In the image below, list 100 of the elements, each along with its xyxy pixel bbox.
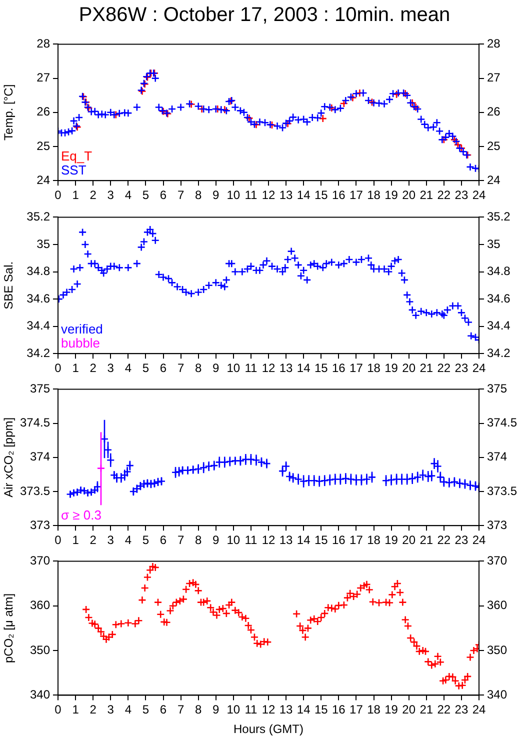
y-tick-label: 374 bbox=[30, 450, 50, 464]
x-tick-label: 10 bbox=[226, 188, 240, 202]
y2-tick-label: 350 bbox=[487, 642, 508, 657]
x-tick-label: 22 bbox=[437, 702, 451, 717]
x-tick-label: 0 bbox=[54, 361, 62, 376]
chart-title: PX86W : October 17, 2003 : 10min. mean bbox=[78, 4, 452, 27]
x-tick-label: 11 bbox=[244, 188, 258, 202]
x-tick-label: 1 bbox=[72, 361, 80, 376]
y2-tick-label: 373.5 bbox=[487, 484, 518, 498]
y2-tick-label: 24 bbox=[487, 172, 501, 187]
x-tick-label: 8 bbox=[194, 188, 202, 202]
x-tick-label: 13 bbox=[279, 188, 294, 202]
x-tick-label: 4 bbox=[124, 702, 132, 717]
x-tick-label: 4 bbox=[124, 188, 132, 202]
x-tick-label: 24 bbox=[472, 188, 486, 202]
x-tick-label: 15 bbox=[314, 361, 328, 376]
x-tick-label: 24 bbox=[472, 533, 486, 548]
y-axis-title: SBE Sal. bbox=[2, 261, 16, 310]
y-tick-label: 28 bbox=[36, 36, 50, 51]
y2-tick-label: 25 bbox=[487, 138, 501, 153]
x-tick-label: 11 bbox=[244, 702, 258, 717]
y-tick-label: 370 bbox=[30, 554, 50, 568]
y-tick-label: 34.8 bbox=[26, 264, 50, 278]
y2-tick-label: 375 bbox=[487, 382, 508, 396]
x-tick-label: 16 bbox=[332, 702, 346, 717]
x-tick-label: 21 bbox=[420, 361, 434, 376]
x-tick-label: 21 bbox=[420, 188, 434, 202]
x-tick-label: 22 bbox=[437, 533, 451, 548]
y2-tick-label: 374 bbox=[487, 450, 508, 464]
x-tick-label: 21 bbox=[420, 702, 434, 717]
x-tick-label: 24 bbox=[472, 361, 486, 376]
x-tick-label: 0 bbox=[54, 533, 62, 548]
x-tick-label: 8 bbox=[194, 702, 202, 717]
y-tick-label: 360 bbox=[30, 598, 50, 612]
x-tick-label: 3 bbox=[107, 361, 114, 376]
x-tick-label: 22 bbox=[437, 188, 451, 202]
y-axis-title: Air xCO₂ [ppm] bbox=[2, 417, 16, 498]
x-tick-label: 1 bbox=[72, 533, 80, 548]
x-tick-label: 19 bbox=[384, 188, 398, 202]
series-label: verified bbox=[61, 322, 103, 337]
x-tick-label: 14 bbox=[296, 702, 311, 717]
x-tick-label: 17 bbox=[350, 361, 364, 376]
x-tick-label: 15 bbox=[314, 533, 328, 548]
x-tick-label: 19 bbox=[384, 533, 398, 548]
x-tick-label: 11 bbox=[244, 361, 258, 376]
y-tick-label: 34.6 bbox=[26, 291, 50, 306]
x-tick-label: 0 bbox=[54, 702, 62, 717]
x-tick-label: 14 bbox=[296, 361, 311, 376]
x-tick-label: 1 bbox=[72, 188, 80, 202]
x-tick-label: 5 bbox=[142, 188, 150, 202]
y-tick-label: 350 bbox=[30, 642, 50, 657]
series-label: Eq_T bbox=[61, 148, 92, 164]
x-tick-label: 18 bbox=[367, 188, 381, 202]
y2-tick-label: 34.2 bbox=[487, 346, 511, 360]
x-tick-label: 2 bbox=[90, 702, 97, 717]
x-tick-label: 10 bbox=[226, 533, 240, 548]
y-tick-label: 27 bbox=[36, 70, 50, 85]
x-tick-label: 8 bbox=[194, 533, 202, 548]
y-tick-label: 34.2 bbox=[26, 346, 50, 360]
x-tick-label: 4 bbox=[124, 361, 132, 376]
y2-tick-label: 28 bbox=[487, 36, 501, 51]
x-tick-label: 11 bbox=[244, 533, 258, 548]
y2-tick-label: 373 bbox=[487, 518, 508, 532]
y2-tick-label: 26 bbox=[487, 104, 501, 119]
y2-tick-label: 34.8 bbox=[487, 264, 511, 278]
y2-tick-label: 34.4 bbox=[487, 318, 511, 333]
x-tick-label: 9 bbox=[212, 702, 220, 717]
text: SST bbox=[61, 162, 86, 178]
legend-label: bubble bbox=[61, 336, 100, 351]
x-tick-label: 20 bbox=[402, 188, 416, 202]
x-tick-label: 21 bbox=[420, 533, 434, 548]
y2-tick-label: 360 bbox=[487, 598, 508, 612]
x-tick-label: 2 bbox=[90, 188, 97, 202]
x-tick-label: 4 bbox=[124, 533, 132, 548]
x-tick-label: 22 bbox=[437, 361, 451, 376]
x-tick-label: 5 bbox=[142, 533, 150, 548]
x-tick-label: 6 bbox=[160, 188, 167, 202]
x-tick-label: 6 bbox=[160, 533, 167, 548]
x-tick-label: 16 bbox=[332, 188, 346, 202]
x-tick-label: 6 bbox=[160, 361, 167, 376]
x-tick-label: 9 bbox=[212, 533, 220, 548]
x-tick-label: 23 bbox=[454, 361, 468, 376]
x-tick-label: 17 bbox=[350, 533, 364, 548]
x-tick-label: 23 bbox=[454, 188, 468, 202]
y-tick-label: 375 bbox=[30, 382, 50, 396]
x-tick-label: 13 bbox=[279, 361, 294, 376]
x-tick-label: 13 bbox=[279, 533, 294, 548]
y2-tick-label: 370 bbox=[487, 554, 508, 568]
y2-tick-label: 340 bbox=[487, 688, 508, 702]
x-tick-label: 17 bbox=[350, 188, 364, 202]
x-tick-label: 2 bbox=[90, 533, 97, 548]
x-tick-label: 23 bbox=[454, 702, 468, 717]
x-tick-label: 6 bbox=[160, 702, 167, 717]
y2-tick-label: 35.2 bbox=[487, 210, 511, 224]
x-tick-label: 0 bbox=[54, 188, 62, 202]
x-tick-label: 8 bbox=[194, 361, 202, 376]
x-tick-label: 10 bbox=[226, 702, 240, 717]
x-tick-label: 20 bbox=[402, 702, 416, 717]
x-tick-label: 20 bbox=[402, 533, 416, 548]
y-tick-label: 374.5 bbox=[20, 416, 50, 430]
